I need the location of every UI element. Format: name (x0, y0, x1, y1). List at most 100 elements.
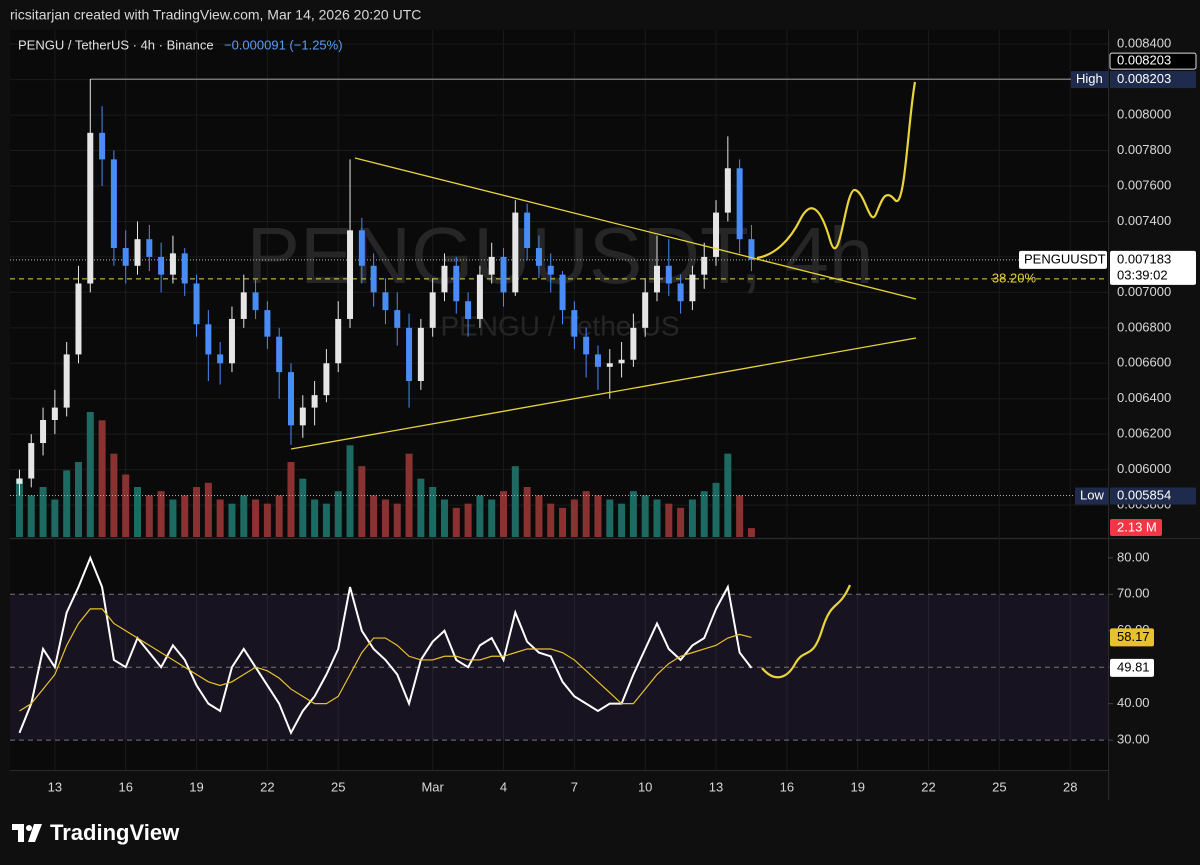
candle-body (169, 253, 176, 275)
label-box (1110, 628, 1154, 647)
candle-body (63, 354, 70, 408)
x-tick-label: 4 (500, 779, 507, 794)
label-box (1110, 487, 1196, 505)
volume-bar (263, 503, 271, 537)
volume-bar (559, 507, 567, 537)
candle-body (158, 256, 165, 275)
y-tick-label: 0.007800 (1117, 142, 1171, 157)
candle-body (724, 168, 731, 213)
volume-bar (370, 495, 378, 537)
volume-bar (488, 499, 496, 537)
volume-bar (346, 445, 354, 537)
candle-body (736, 168, 743, 240)
price-lines (10, 78, 1108, 497)
volume-bar (27, 495, 35, 537)
candle-body (358, 230, 365, 266)
volume-bar (511, 466, 519, 537)
label-box (1110, 519, 1162, 536)
volume-bar (464, 503, 472, 537)
candle-body (16, 478, 23, 484)
volume-bar (204, 482, 212, 537)
y-tick-label: 70.00 (1117, 586, 1150, 601)
volume-bar (417, 478, 425, 537)
candle-body (205, 324, 212, 355)
candle-body (653, 265, 660, 293)
candle-body (500, 256, 507, 293)
label-box (1075, 487, 1108, 505)
candle-body (264, 310, 271, 337)
volume-bar (98, 420, 106, 537)
candle-body (689, 274, 696, 302)
volume-bar (747, 528, 755, 537)
x-tick-label: 28 (1063, 779, 1077, 794)
symbol-info: PENGU / TetherUS · 4h · Binance (18, 37, 214, 52)
volume-bar (193, 487, 201, 537)
low-value: 0.005854 (1117, 487, 1171, 502)
candle-body (134, 239, 141, 266)
candle-body (441, 265, 448, 293)
volume-bar (570, 499, 578, 537)
y-tick-label: 0.006800 (1117, 319, 1171, 334)
label-box (1110, 250, 1196, 285)
high-value-top: 0.008203 (1117, 53, 1171, 68)
candle-body (287, 372, 294, 426)
volume-bar (122, 474, 130, 537)
volume-bar (523, 487, 531, 537)
volume-bar (535, 495, 543, 537)
y-tick-label: 0.006600 (1117, 355, 1171, 370)
volume-bar (216, 499, 224, 537)
candle-body (335, 318, 342, 364)
x-tick-label: Mar (421, 779, 444, 794)
volume-bar (641, 495, 649, 537)
brand-logo (12, 824, 42, 842)
label-box (1071, 71, 1108, 89)
volume-bar (228, 503, 236, 537)
volume-bar (688, 499, 696, 537)
candle-body (181, 253, 188, 284)
candle-body (382, 292, 389, 311)
volume-bar (358, 466, 366, 537)
low-label: Low (1080, 487, 1104, 502)
countdown: 03:39:02 (1117, 267, 1168, 282)
volume (15, 412, 755, 537)
y-tick-label: 40.00 (1117, 695, 1150, 710)
volume-bar (500, 491, 508, 537)
brand: TradingView (50, 820, 180, 845)
candle-body (606, 363, 613, 367)
volume-bar (393, 503, 401, 537)
volume-bar (181, 495, 189, 537)
volume-bar (51, 499, 59, 537)
candle-body (630, 327, 637, 360)
candle-body (87, 132, 94, 284)
candle-body (28, 443, 35, 479)
y-tick-label: 30.00 (1117, 732, 1150, 747)
last-price: 0.007183 (1117, 251, 1171, 266)
volume-bar (629, 491, 637, 537)
y-tick-label: 80.00 (1117, 549, 1150, 564)
volume-bar (39, 487, 47, 537)
candle-body (559, 274, 566, 311)
symbol-label: PENGUUSDT (1024, 251, 1106, 266)
y-tick-label: 0.008000 (1117, 107, 1171, 122)
candle-body (547, 265, 554, 275)
y-tick-label: 0.008400 (1117, 36, 1171, 51)
candle-body (99, 132, 106, 160)
candles (16, 79, 755, 496)
candle-body (51, 407, 58, 420)
volume-bar (618, 503, 626, 537)
x-tick-label: 22 (260, 779, 274, 794)
x-tick-label: 7 (571, 779, 578, 794)
rsi-line (19, 608, 752, 712)
logo-mark (26, 825, 32, 831)
candle-body (512, 212, 519, 293)
x-tick-label: 25 (331, 779, 345, 794)
volume-bar (653, 499, 661, 537)
volume-bar (594, 495, 602, 537)
candle-body (642, 292, 649, 328)
x-tick-label: 22 (921, 779, 935, 794)
label-box (1110, 71, 1196, 89)
candle-body (323, 363, 330, 396)
volume-bar (15, 478, 23, 537)
volume-bar (582, 491, 590, 537)
candle-body (299, 407, 306, 426)
